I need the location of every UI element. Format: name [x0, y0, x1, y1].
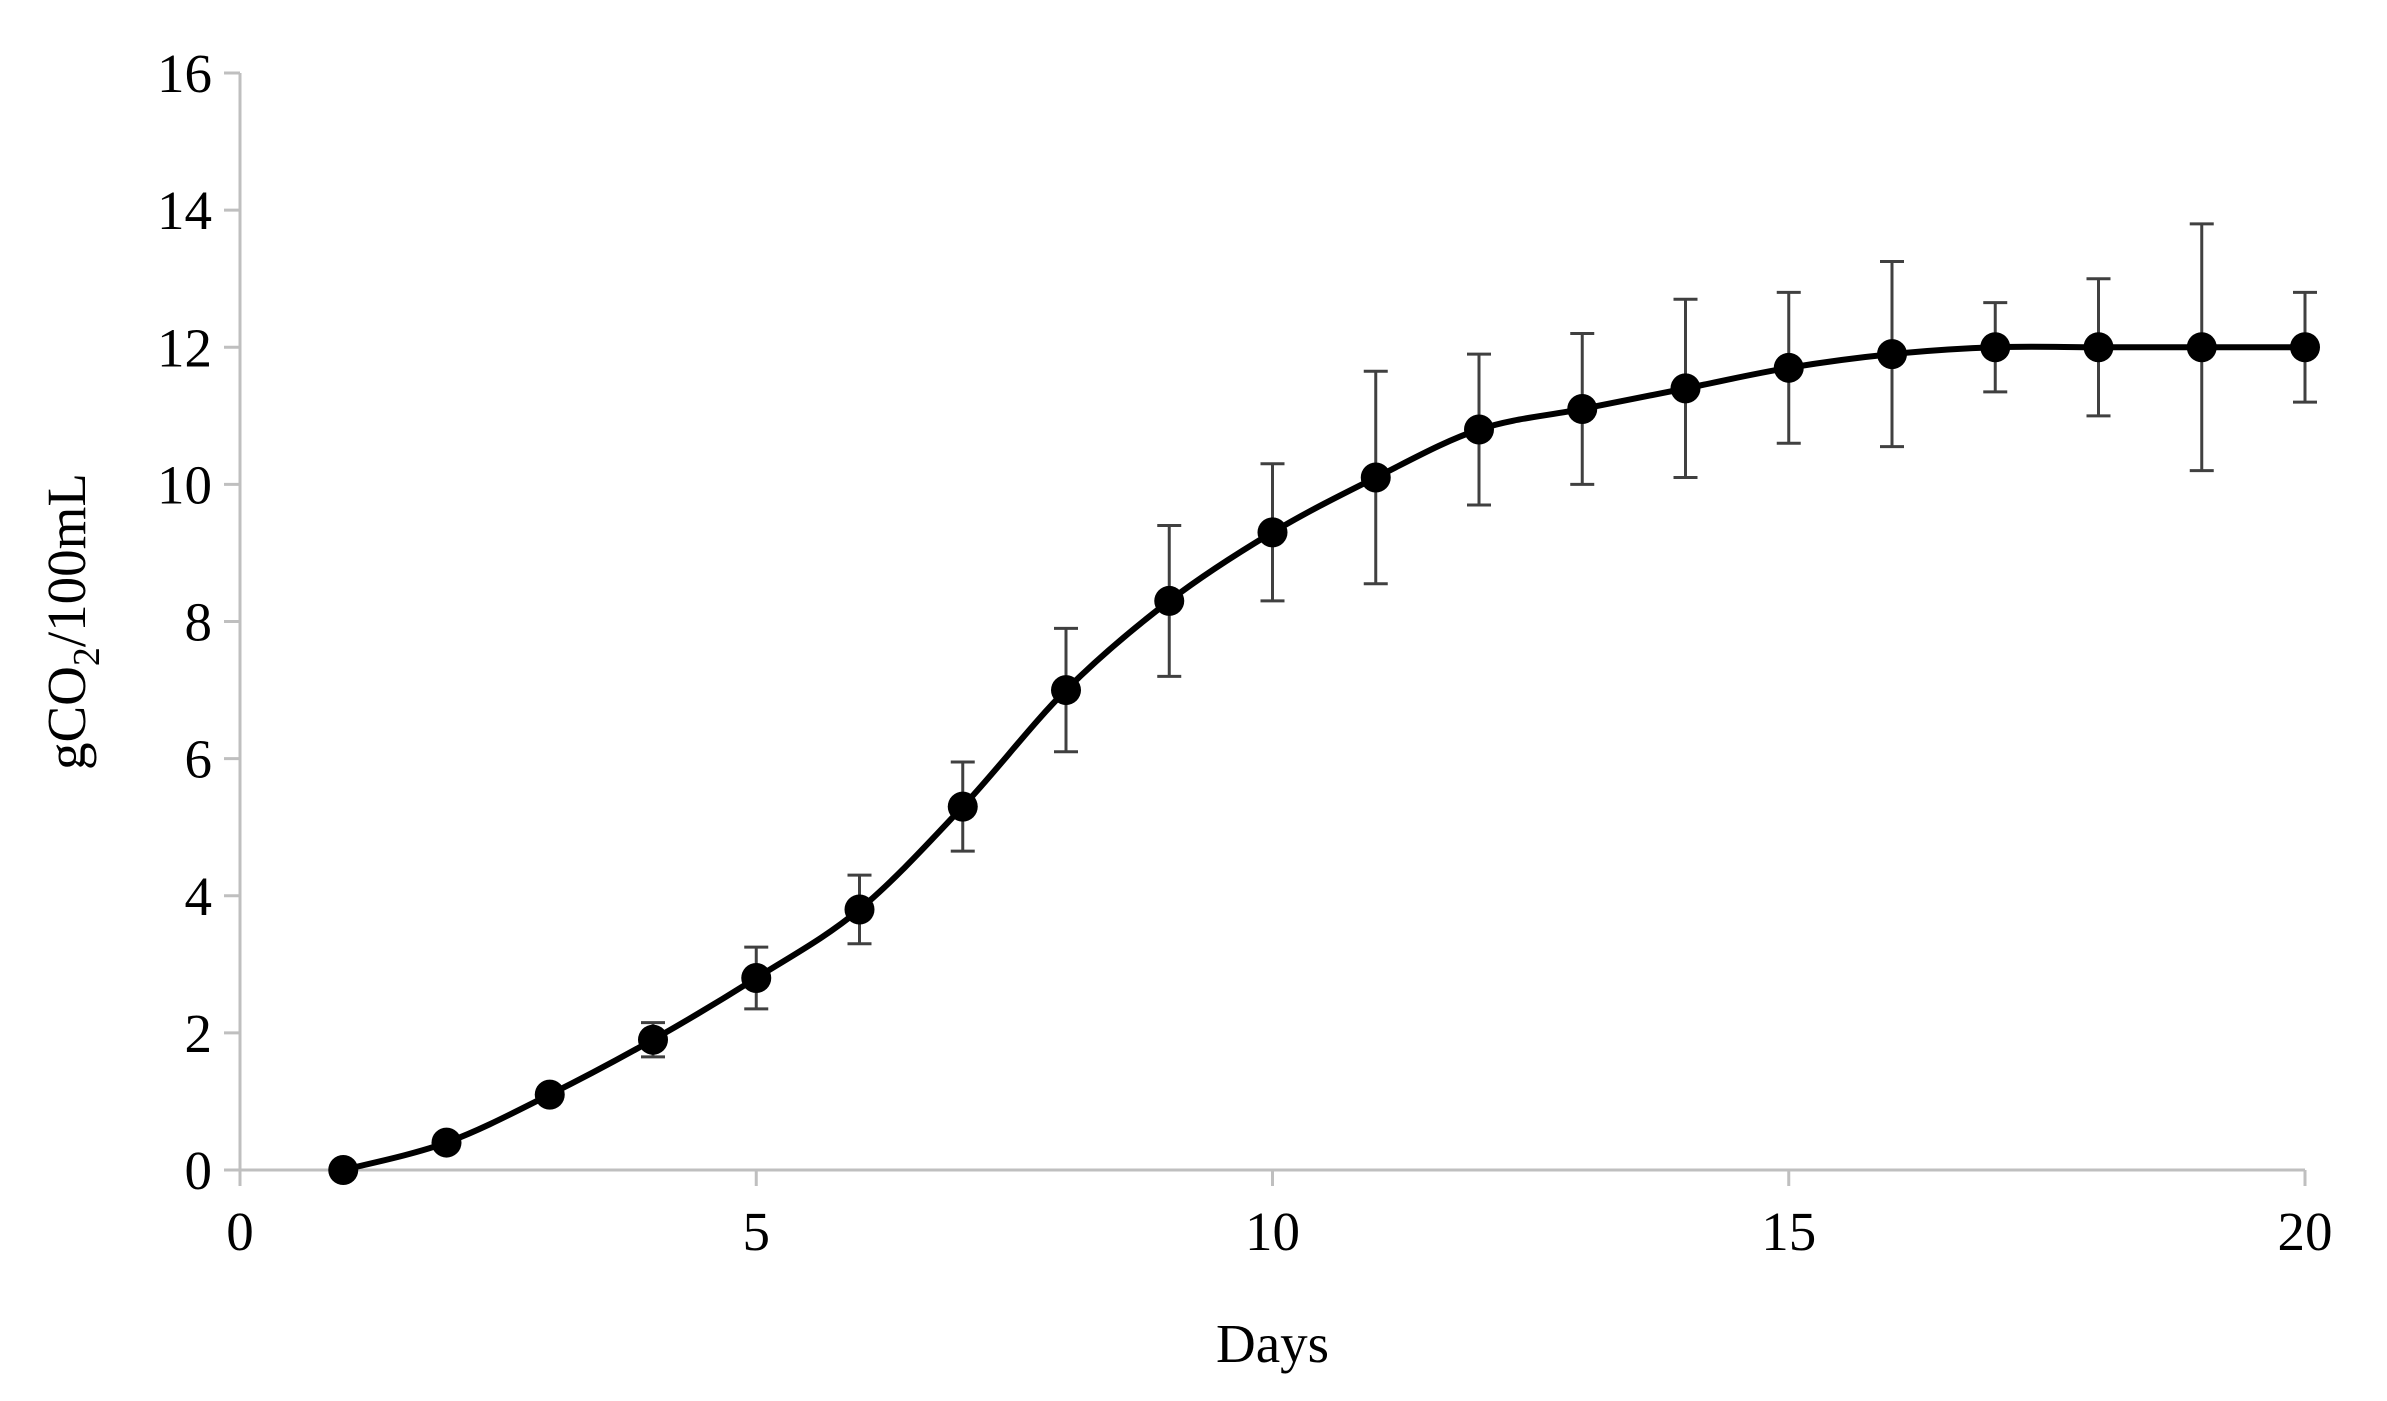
data-point-4 — [638, 1024, 668, 1055]
x-tick-label-0: 0 — [226, 1201, 254, 1262]
y-tick-label-2: 2 — [185, 1003, 213, 1064]
data-point-11 — [1360, 462, 1391, 493]
y-tick-label-0: 0 — [185, 1140, 213, 1201]
y-axis-title-subscript: 2 — [66, 647, 108, 666]
y-axis-title-prefix: gCO — [36, 666, 97, 770]
data-point-5 — [741, 963, 772, 994]
data-point-9 — [1154, 585, 1185, 616]
x-tick-label-15: 15 — [1761, 1201, 1816, 1262]
data-point-12 — [1464, 414, 1494, 445]
y-tick-label-12: 12 — [157, 317, 212, 378]
markers-layer — [328, 332, 2320, 1185]
data-point-15 — [1773, 352, 1804, 383]
data-point-17 — [1980, 332, 2011, 363]
data-point-3 — [534, 1079, 565, 1110]
y-tick-label-6: 6 — [185, 729, 213, 790]
tick-labels-layer: 0 2 4 6 8 10 12 14 16 0 5 10 15 20 — [157, 43, 2333, 1262]
y-tick-label-16: 16 — [157, 43, 212, 104]
data-point-16 — [1877, 339, 1907, 370]
y-tick-label-4: 4 — [185, 866, 213, 927]
data-point-8 — [1051, 675, 1081, 706]
data-point-20 — [2290, 332, 2320, 363]
data-point-18 — [2083, 332, 2114, 363]
data-point-6 — [844, 894, 875, 925]
data-point-19 — [2186, 332, 2217, 363]
x-tick-label-20: 20 — [2278, 1201, 2333, 1262]
series-line — [340, 343, 2308, 1173]
x-tick-label-5: 5 — [743, 1201, 771, 1262]
y-axis-title-suffix: /100mL — [36, 473, 97, 647]
data-point-2 — [431, 1127, 462, 1158]
y-tick-label-14: 14 — [157, 180, 212, 241]
axes-layer — [224, 71, 2307, 1186]
data-point-10 — [1257, 517, 1288, 548]
data-point-14 — [1670, 373, 1701, 404]
data-point-13 — [1567, 393, 1598, 424]
y-tick-label-10: 10 — [157, 454, 212, 515]
data-point-7 — [947, 791, 978, 822]
x-axis-title: Days — [1216, 1313, 1329, 1374]
data-point-1 — [328, 1155, 359, 1185]
y-axis-title: gCO2/100mL — [36, 473, 108, 770]
x-tick-label-10: 10 — [1245, 1201, 1300, 1262]
y-tick-label-8: 8 — [185, 592, 213, 653]
